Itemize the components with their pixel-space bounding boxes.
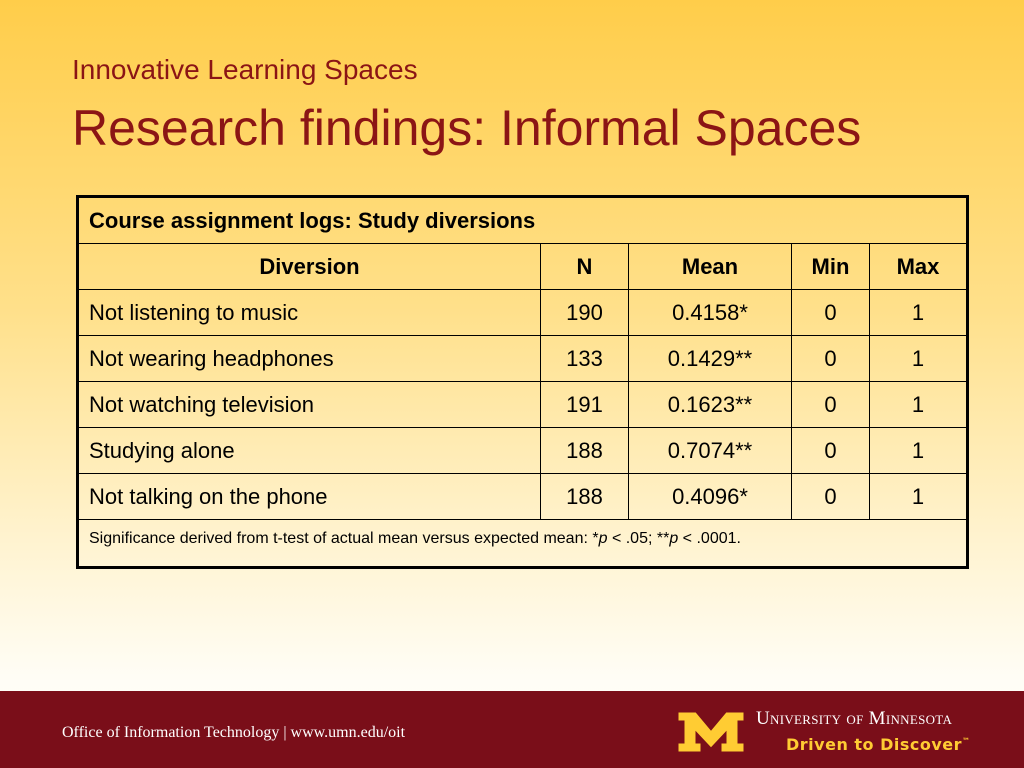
row-mean: 0.1429** (628, 335, 792, 382)
header-max: Max (869, 243, 968, 290)
header-min: Min (791, 243, 870, 290)
row-diversion: Not listening to music (77, 289, 541, 336)
slide-title: Research findings: Informal Spaces (72, 100, 862, 156)
table-caption-row: Course assignment logs: Study diversions (77, 196, 968, 244)
row-diversion: Studying alone (77, 427, 541, 474)
footnote-p-symbol: p (669, 530, 679, 547)
row-max: 1 (869, 473, 968, 520)
table-caption: Course assignment logs: Study diversions (77, 196, 968, 244)
table-header-row: Diversion N Mean Min Max (77, 243, 968, 290)
footnote-prefix: Significance derived from t-test of actu… (89, 530, 599, 547)
row-min: 0 (791, 335, 870, 382)
university-m-logo-icon (677, 711, 745, 753)
row-diversion: Not talking on the phone (77, 473, 541, 520)
row-diversion: Not wearing headphones (77, 335, 541, 382)
row-mean: 0.7074** (628, 427, 792, 474)
row-mean: 0.4096* (628, 473, 792, 520)
row-min: 0 (791, 289, 870, 336)
footer-bar (0, 691, 1024, 768)
row-mean: 0.4158* (628, 289, 792, 336)
table-row: Not listening to music 190 0.4158* 0 1 (77, 289, 968, 336)
trademark-mark: ™ (962, 736, 971, 746)
row-min: 0 (791, 473, 870, 520)
header-mean: Mean (628, 243, 792, 290)
row-max: 1 (869, 335, 968, 382)
table-footnote: Significance derived from t-test of actu… (77, 519, 968, 568)
table-row: Not watching television 191 0.1623** 0 1 (77, 381, 968, 428)
footnote-mid: < .05; ** (607, 530, 670, 547)
row-n: 190 (540, 289, 629, 336)
slide-subtitle: Innovative Learning Spaces (72, 54, 418, 85)
table-row: Studying alone 188 0.7074** 0 1 (77, 427, 968, 474)
footer-office-text: Office of Information Technology | www.u… (62, 724, 406, 741)
row-max: 1 (869, 381, 968, 428)
row-mean: 0.1623** (628, 381, 792, 428)
table-footnote-row: Significance derived from t-test of actu… (77, 519, 968, 568)
row-diversion: Not watching television (77, 381, 541, 428)
row-n: 188 (540, 427, 629, 474)
header-diversion: Diversion (77, 243, 541, 290)
university-name: University of Minnesota (756, 708, 953, 729)
row-min: 0 (791, 427, 870, 474)
header-n: N (540, 243, 629, 290)
row-max: 1 (869, 427, 968, 474)
university-tagline: Driven to Discover™ (786, 735, 971, 754)
row-n: 133 (540, 335, 629, 382)
row-n: 188 (540, 473, 629, 520)
row-n: 191 (540, 381, 629, 428)
row-max: 1 (869, 289, 968, 336)
table-row: Not talking on the phone 188 0.4096* 0 1 (77, 473, 968, 520)
tagline-text: Driven to Discover (786, 735, 963, 754)
row-min: 0 (791, 381, 870, 428)
footnote-suffix: < .0001. (678, 530, 741, 547)
footnote-p-symbol: p (598, 530, 608, 547)
table-row: Not wearing headphones 133 0.1429** 0 1 (77, 335, 968, 382)
study-diversions-table: Course assignment logs: Study diversions… (76, 195, 969, 569)
